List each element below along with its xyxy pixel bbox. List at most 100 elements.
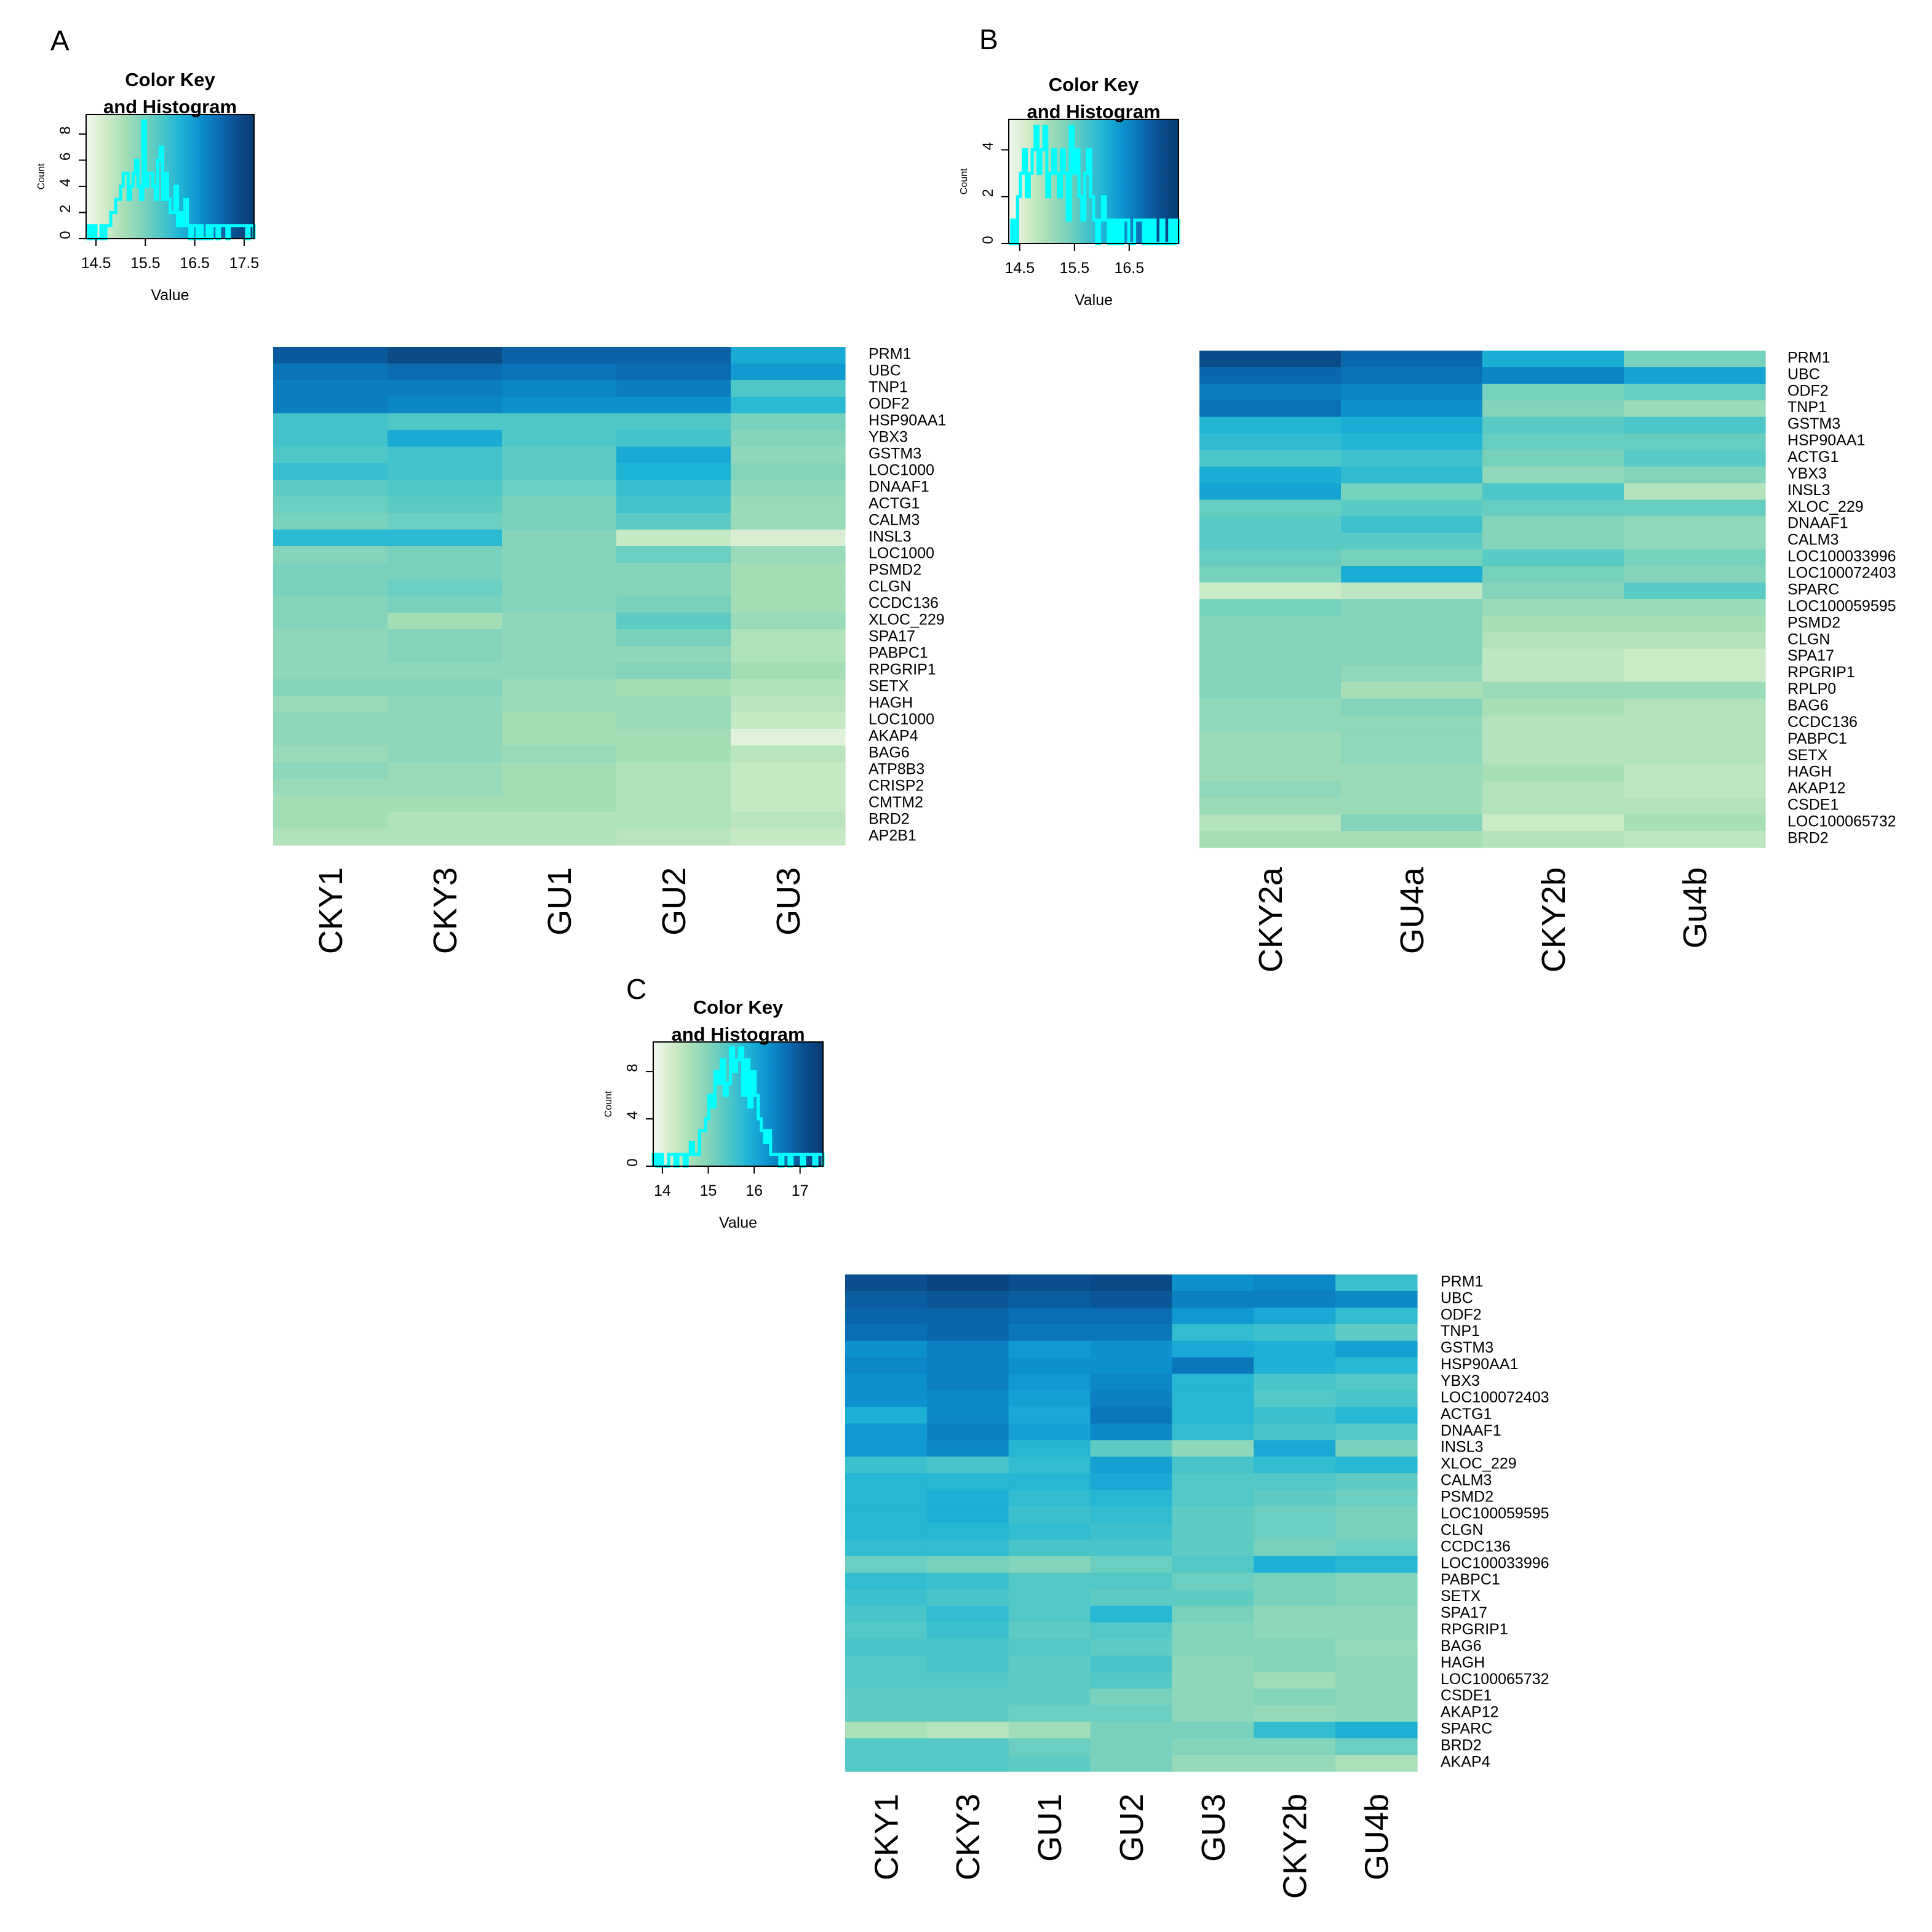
- heatmap-cell: [1624, 632, 1766, 650]
- heatmap-cell: [1008, 1440, 1091, 1457]
- heatmap-cell: [1482, 648, 1624, 666]
- heatmap-cell: [616, 696, 731, 713]
- heatmap-cell: [273, 530, 388, 547]
- row-label: SPARC: [1441, 1720, 1492, 1738]
- heatmap-cell: [1335, 1290, 1418, 1308]
- heatmap-cell: [845, 1655, 928, 1672]
- row-label: AKAP4: [1441, 1753, 1490, 1770]
- heatmap-cell: [616, 463, 731, 480]
- heatmap-cell: [1172, 1622, 1254, 1640]
- heatmap-cell: [1090, 1672, 1173, 1689]
- heatmap-cell: [1482, 516, 1624, 533]
- heatmap-cell: [1341, 731, 1483, 749]
- heatmap-cell: [502, 513, 617, 530]
- heatmap-cell: [1482, 731, 1624, 749]
- heatmap-cell: [502, 613, 617, 630]
- color-key: Color Key and Histogram 14 15 16 17 Value 0 4 8 Co…: [603, 996, 825, 1231]
- heatmap-cell: [1008, 1340, 1091, 1358]
- heatmap-cell: [1172, 1722, 1254, 1739]
- heatmap-cell: [1090, 1755, 1173, 1772]
- heatmap-cell: [388, 496, 503, 514]
- heatmap-cell: [1008, 1373, 1091, 1391]
- heatmap-cell: [845, 1523, 928, 1540]
- heatmap-cell: [926, 1274, 1009, 1292]
- heatmap-cell: [926, 1672, 1009, 1689]
- heatmap-cell: [273, 480, 388, 497]
- heatmap-cell: [502, 812, 617, 829]
- heatmap-cell: [1341, 682, 1483, 699]
- heatmap-cell: [1199, 566, 1342, 583]
- heatmap-cell: [273, 662, 388, 680]
- heatmap-cell: [926, 1705, 1009, 1722]
- heatmap-cell: [1482, 632, 1624, 650]
- heatmap-cell: [502, 662, 617, 680]
- panel-b: B Color Key and Histogram 14.5 15.5 16.5Value…: [959, 23, 1896, 972]
- heatmap-cell: [388, 413, 503, 431]
- heatmap-cell: [731, 413, 846, 431]
- heatmap-cell: [502, 579, 617, 597]
- heatmap-cell: [1172, 1523, 1254, 1540]
- heatmap-cell: [1482, 582, 1624, 600]
- heatmap-cell: [1090, 1722, 1173, 1739]
- heatmap-cell: [388, 546, 503, 563]
- column-label: Gu4b: [1677, 867, 1714, 948]
- heatmap-cell: [1090, 1523, 1173, 1540]
- color-key-title: Color Key: [1049, 74, 1139, 95]
- heatmap-cell: [1090, 1572, 1173, 1590]
- heatmap-cell: [926, 1622, 1009, 1640]
- row-label: DNAAF1: [1787, 515, 1848, 532]
- heatmap-cell: [1172, 1655, 1254, 1672]
- heatmap-cell: [845, 1688, 928, 1706]
- heatmap-cell: [1624, 665, 1766, 683]
- row-label: UBC: [1787, 365, 1820, 383]
- heatmap-cell: [1008, 1457, 1091, 1474]
- heatmap-cell: [1199, 731, 1342, 749]
- heatmap-cell: [1341, 814, 1483, 832]
- heatmap-cell: [1341, 499, 1483, 517]
- heatmap-cell: [273, 712, 388, 729]
- heatmap-cell: [1254, 1373, 1336, 1391]
- heatmap-cell: [1254, 1688, 1336, 1706]
- heatmap-cell: [1335, 1738, 1418, 1755]
- row-label: SETX: [1787, 747, 1828, 764]
- heatmap-cell: [502, 530, 617, 547]
- column-label: GU2: [656, 867, 693, 936]
- heatmap-cell: [1482, 798, 1624, 815]
- heatmap-cell: [1008, 1423, 1091, 1441]
- heatmap-cell: [1008, 1523, 1091, 1540]
- heatmap-cell: [502, 646, 617, 663]
- row-label: LOC1000: [869, 544, 934, 562]
- key-y-tick-label: 8: [57, 126, 74, 134]
- row-label: LOC100065732: [1787, 813, 1896, 830]
- key-x-tick-label: 16.5: [1115, 260, 1145, 277]
- row-label: AKAP12: [1787, 780, 1846, 797]
- heatmap-cell: [845, 1539, 928, 1557]
- heatmap-cell: [1624, 416, 1766, 434]
- heatmap-cell: [1254, 1506, 1336, 1524]
- row-label: PABPC1: [1787, 730, 1847, 747]
- heatmap-cell: [273, 579, 388, 597]
- heatmap-cell: [273, 513, 388, 530]
- heatmap-cell: [273, 795, 388, 813]
- heatmap-cell: [845, 1324, 928, 1342]
- heatmap-cell: [1199, 831, 1342, 848]
- heatmap-cell: [1008, 1290, 1091, 1308]
- key-x-tick-label: 16.5: [180, 255, 210, 272]
- heatmap-cell: [616, 496, 731, 514]
- heatmap-cell: [926, 1340, 1009, 1358]
- heatmap-cell: [1341, 765, 1483, 782]
- key-y-tick-label: 0: [980, 236, 996, 244]
- heatmap-cell: [273, 829, 388, 846]
- heatmap-cell: [616, 662, 731, 680]
- heatmap-cell: [1172, 1639, 1254, 1656]
- heatmap-cell: [1341, 615, 1483, 633]
- heatmap-cell: [1624, 516, 1766, 533]
- row-label: LOC1000: [869, 461, 934, 479]
- heatmap-cell: [1172, 1672, 1254, 1689]
- color-key-frame: [85, 114, 255, 239]
- row-label: CMTM2: [869, 793, 923, 811]
- panel-letter: B: [979, 23, 998, 55]
- heatmap-cell: [1199, 533, 1342, 550]
- heatmap-cell: [1172, 1755, 1254, 1772]
- heatmap-cell: [926, 1290, 1009, 1308]
